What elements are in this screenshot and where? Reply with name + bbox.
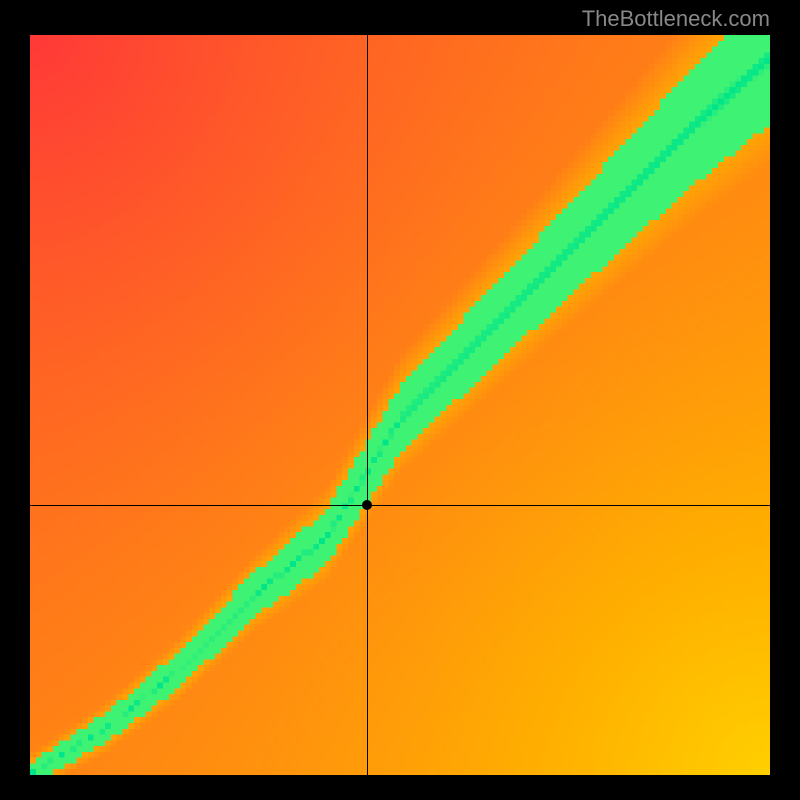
crosshair-marker (362, 500, 372, 510)
crosshair-horizontal (30, 505, 770, 506)
plot-area (30, 35, 770, 775)
crosshair-vertical (367, 35, 368, 775)
heatmap-canvas (30, 35, 770, 775)
watermark-text: TheBottleneck.com (582, 6, 770, 32)
